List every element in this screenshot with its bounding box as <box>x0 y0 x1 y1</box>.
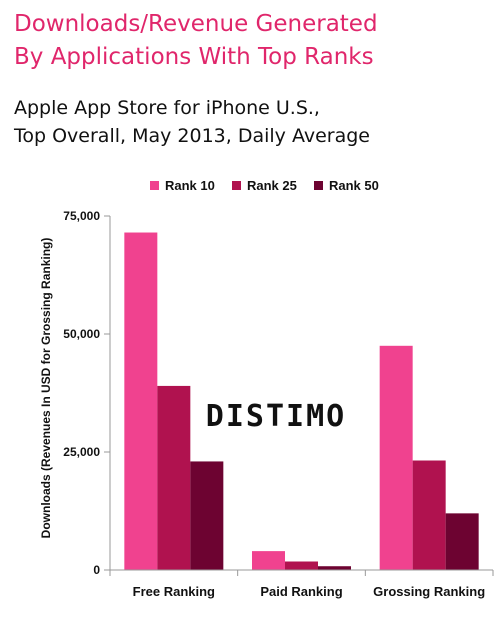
y-axis: 0 25,000 50,000 75,000 <box>63 209 111 577</box>
title-line-2: By Applications With Top Ranks <box>14 44 374 70</box>
distimo-logo: DISTIMO <box>206 399 346 434</box>
legend-swatch <box>150 181 159 190</box>
y-tick-label: 0 <box>93 563 100 577</box>
legend-label: Rank 10 <box>165 178 215 193</box>
bars <box>124 232 479 570</box>
bar <box>285 561 318 570</box>
legend-swatch <box>314 181 323 190</box>
title-line-1: Downloads/Revenue Generated <box>14 11 378 37</box>
x-category-label: Grossing Ranking <box>373 584 485 599</box>
bar <box>190 461 224 570</box>
y-axis-label: Downloads (Revenues In USD for Grossing … <box>39 238 53 539</box>
subtitle-line-1: Apple App Store for iPhone U.S., <box>14 97 320 119</box>
legend-label: Rank 25 <box>247 178 297 193</box>
y-tick-label: 50,000 <box>63 327 100 341</box>
bar <box>445 513 479 570</box>
bar <box>157 385 191 570</box>
bar <box>379 345 413 570</box>
bar <box>124 232 158 570</box>
bar <box>318 566 351 570</box>
subtitle-line-2: Top Overall, May 2013, Daily Average <box>14 125 370 147</box>
legend-label: Rank 50 <box>329 178 379 193</box>
bar <box>412 460 446 570</box>
x-axis: Free Ranking Paid Ranking Grossing Ranking <box>109 569 494 599</box>
legend-swatch <box>232 181 241 190</box>
legend: Rank 10 Rank 25 Rank 50 <box>150 178 379 193</box>
x-category-label: Paid Ranking <box>260 584 342 599</box>
y-tick-label: 75,000 <box>63 209 100 223</box>
y-tick-label: 25,000 <box>63 445 100 459</box>
x-category-label: Free Ranking <box>133 584 215 599</box>
chart-subtitle: Apple App Store for iPhone U.S., Top Ove… <box>14 94 370 150</box>
chart-title: Downloads/Revenue Generated By Applicati… <box>14 8 378 74</box>
bar <box>252 551 285 570</box>
